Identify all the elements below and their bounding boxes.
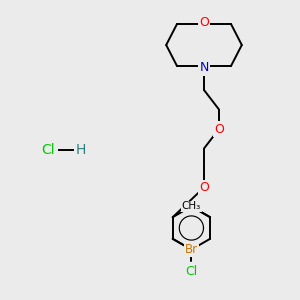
Text: O: O xyxy=(199,181,209,194)
Text: Cl: Cl xyxy=(41,143,55,157)
Text: H: H xyxy=(76,143,86,157)
Text: O: O xyxy=(214,122,224,136)
Text: O: O xyxy=(199,16,209,29)
Text: Br: Br xyxy=(185,243,198,256)
Text: Cl: Cl xyxy=(185,265,197,278)
Text: CH₃: CH₃ xyxy=(182,201,201,212)
Text: N: N xyxy=(199,61,209,74)
